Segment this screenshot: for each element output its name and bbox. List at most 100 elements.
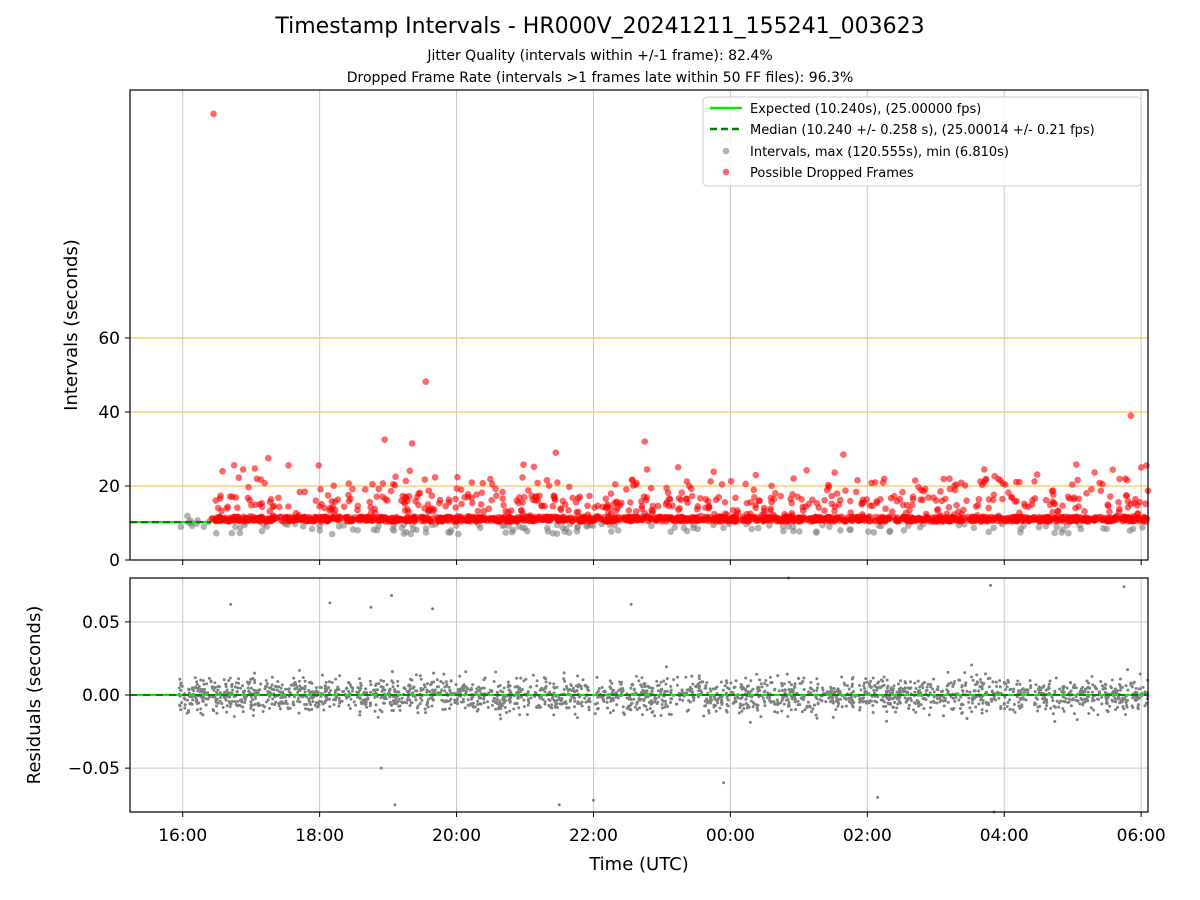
dropped-frame-point <box>825 483 833 491</box>
interval-point <box>1139 524 1146 531</box>
residual-point <box>600 695 604 699</box>
residual-point <box>844 704 848 708</box>
residual-point <box>897 699 901 703</box>
residual-point <box>440 688 444 692</box>
residual-point <box>676 675 680 679</box>
dropped-frame-point <box>1134 510 1141 518</box>
residual-point <box>1096 697 1100 701</box>
dropped-frame-point <box>1012 514 1019 522</box>
residual-point <box>837 702 841 706</box>
residual-point <box>358 697 362 701</box>
residual-point <box>1083 690 1087 694</box>
legend-box <box>702 96 1142 187</box>
residual-point <box>216 684 220 688</box>
interval-point <box>970 524 978 532</box>
residual-point <box>263 687 267 691</box>
residual-point <box>297 711 301 715</box>
residual-point <box>770 700 774 704</box>
residual-point <box>989 583 993 587</box>
dropped-frame-point <box>326 504 334 512</box>
residual-point <box>364 700 368 704</box>
dropped-frame-point <box>866 517 874 525</box>
dropped-frame-point <box>1095 514 1103 521</box>
residual-point <box>1072 683 1076 687</box>
residual-point <box>279 696 283 700</box>
residual-point <box>562 677 566 681</box>
dropped-frame-point <box>401 507 409 514</box>
residual-point <box>957 678 961 682</box>
residual-point <box>211 695 215 699</box>
residual-point <box>1136 703 1140 707</box>
residual-point <box>400 696 404 700</box>
dropped-frame-point <box>404 497 411 505</box>
residual-point <box>221 706 225 710</box>
residual-point <box>669 688 673 692</box>
residual-point <box>645 689 649 693</box>
dropped-frame-point <box>821 507 828 514</box>
dropped-frame-point <box>452 504 460 511</box>
residual-point <box>851 705 855 709</box>
residual-point <box>669 691 673 695</box>
dropped-frame-point <box>494 517 501 525</box>
residual-point <box>788 690 792 694</box>
residual-point <box>543 686 547 690</box>
dropped-frame-point <box>480 507 488 515</box>
residual-point <box>246 686 250 690</box>
residual-point <box>902 689 906 693</box>
dropped-frame-point <box>831 507 838 515</box>
residual-point <box>587 697 591 701</box>
residual-point <box>893 700 897 704</box>
residual-point <box>975 673 979 677</box>
dropped-frame-point <box>565 483 573 491</box>
dropped-frame-point <box>683 495 690 502</box>
dropped-frame-point <box>515 493 523 501</box>
residual-point <box>896 682 900 686</box>
residual-point <box>850 691 854 695</box>
residual-point <box>709 695 713 699</box>
residual-point <box>796 703 800 707</box>
dropped-frame-point <box>649 502 657 510</box>
residual-point <box>369 690 373 694</box>
dropped-frame-point <box>525 487 532 494</box>
residual-point <box>522 705 526 709</box>
residual-point <box>1138 672 1142 676</box>
residual-point <box>806 700 810 704</box>
residual-point <box>426 705 430 709</box>
dropped-frame-point <box>210 110 217 118</box>
residual-point <box>1100 702 1104 706</box>
residual-point <box>541 698 545 702</box>
residual-point <box>284 699 288 703</box>
residual-point <box>564 702 568 706</box>
residual-point <box>660 706 664 710</box>
interval-point <box>349 526 357 533</box>
residual-point <box>207 695 211 699</box>
interval-point <box>648 522 655 530</box>
residual-point <box>622 713 626 717</box>
residual-point <box>678 697 682 701</box>
residual-point <box>385 683 389 687</box>
residual-point <box>1069 704 1073 708</box>
residual-point <box>1144 701 1148 705</box>
dropped-frame-point <box>387 487 395 495</box>
dropped-frame-point <box>1013 497 1021 505</box>
residual-point <box>611 696 615 700</box>
dropped-frame-point <box>549 502 557 510</box>
residual-point <box>752 702 756 706</box>
residual-point <box>458 691 462 695</box>
residual-point <box>552 691 556 695</box>
residual-point <box>722 781 726 785</box>
dropped-frame-point <box>689 514 696 522</box>
residual-point <box>718 706 722 710</box>
residual-point <box>660 698 664 702</box>
residual-point <box>408 687 412 691</box>
dropped-frame-point <box>403 516 411 524</box>
residual-point <box>300 686 304 690</box>
residual-point <box>1095 687 1099 691</box>
residual-point <box>885 719 889 723</box>
dropped-frame-point <box>366 498 374 506</box>
residual-point <box>251 697 255 701</box>
residual-point <box>871 704 875 708</box>
residual-point <box>1013 710 1017 714</box>
residual-point <box>872 691 876 695</box>
